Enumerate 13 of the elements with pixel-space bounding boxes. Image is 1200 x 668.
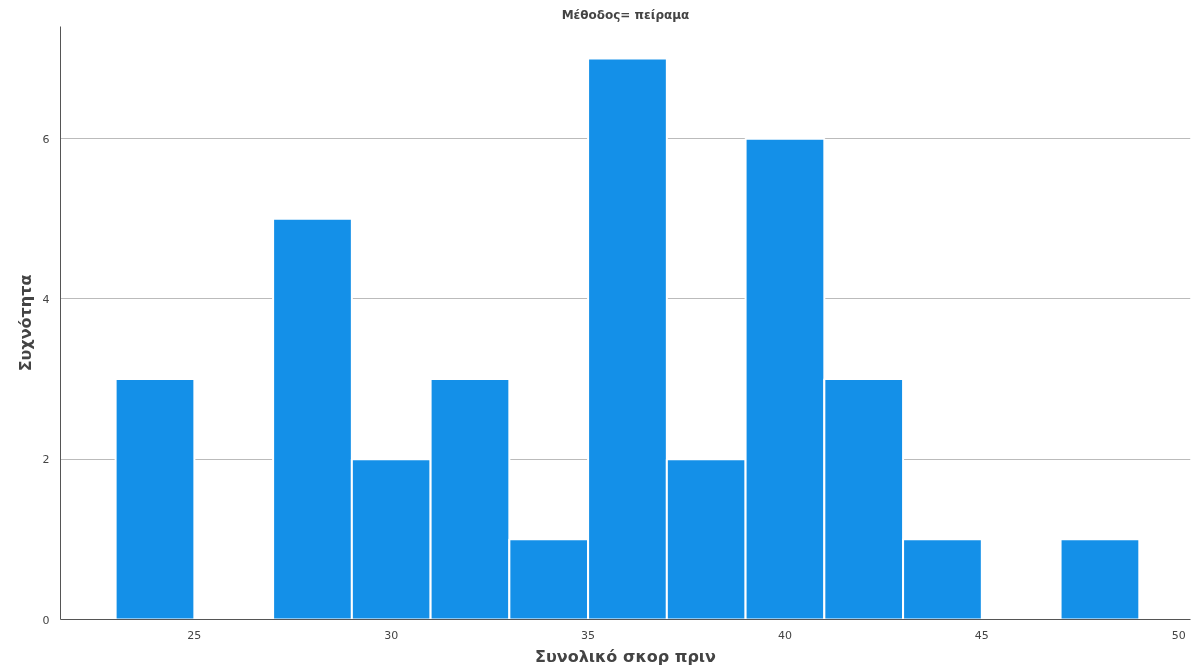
chart-title: Μέθοδος= πείραμα — [561, 7, 690, 22]
x-tick-label: 30 — [384, 628, 399, 642]
y-axis-title: Συχνότητα — [15, 274, 35, 372]
y-tick-label: 4 — [42, 292, 50, 306]
x-tick-label: 40 — [777, 628, 792, 642]
x-tick-label: 50 — [1171, 628, 1186, 642]
y-tick-label: 6 — [42, 132, 50, 146]
x-axis-title: Συνολικό σκορ πριν — [535, 646, 717, 666]
x-tick-label: 25 — [187, 628, 202, 642]
y-tick-label: 2 — [42, 453, 50, 467]
x-tick-label: 45 — [974, 628, 989, 642]
y-tick-label: 0 — [42, 613, 50, 627]
x-tick-label: 35 — [581, 628, 596, 642]
